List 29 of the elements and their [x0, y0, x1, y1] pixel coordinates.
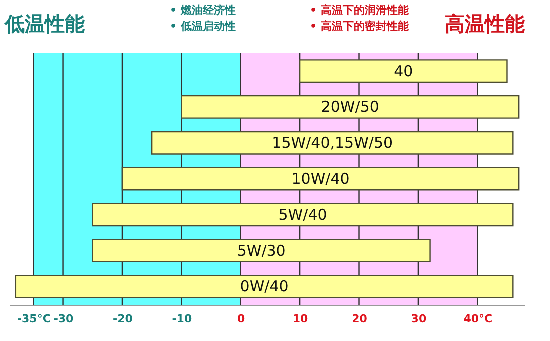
x-tick-label: 0: [238, 312, 246, 326]
y-tick-label: 5W/40: [278, 206, 328, 224]
y-tick-label: 0W/40: [240, 278, 289, 296]
text: • 高温下的润滑性能: [310, 4, 410, 17]
x-tick-label: 10: [292, 312, 309, 326]
bar: [299, 60, 508, 84]
x-tick-label: -30: [54, 312, 74, 326]
y-tick-label: 15W/40,15W/50: [272, 134, 394, 152]
bar: [92, 203, 514, 227]
y-tick-label: 40: [394, 62, 414, 80]
y-tick-label: 10W/40: [292, 170, 350, 188]
y-tick-label: 20W/50: [321, 98, 380, 116]
x-tick-label: -20: [113, 312, 134, 326]
x-tick-label: 30: [411, 312, 427, 326]
text: 高温性能: [445, 12, 525, 36]
x-tick-label: -35°C: [17, 312, 51, 326]
bar: [151, 131, 514, 155]
text: • 低温启动性: [170, 20, 236, 33]
x-tick-label: -10: [172, 312, 192, 326]
text: • 高温下的密封性能: [310, 20, 410, 33]
bar: [15, 274, 514, 298]
bar: [122, 167, 520, 191]
x-tick-label: 20: [352, 312, 368, 326]
text: • 燃油经济性: [170, 4, 236, 17]
x-tick-label: 40°C: [464, 312, 493, 326]
bar: [92, 239, 431, 263]
bar: [181, 95, 520, 119]
text: 低温性能: [4, 12, 85, 36]
y-tick-label: 5W/30: [237, 242, 286, 260]
